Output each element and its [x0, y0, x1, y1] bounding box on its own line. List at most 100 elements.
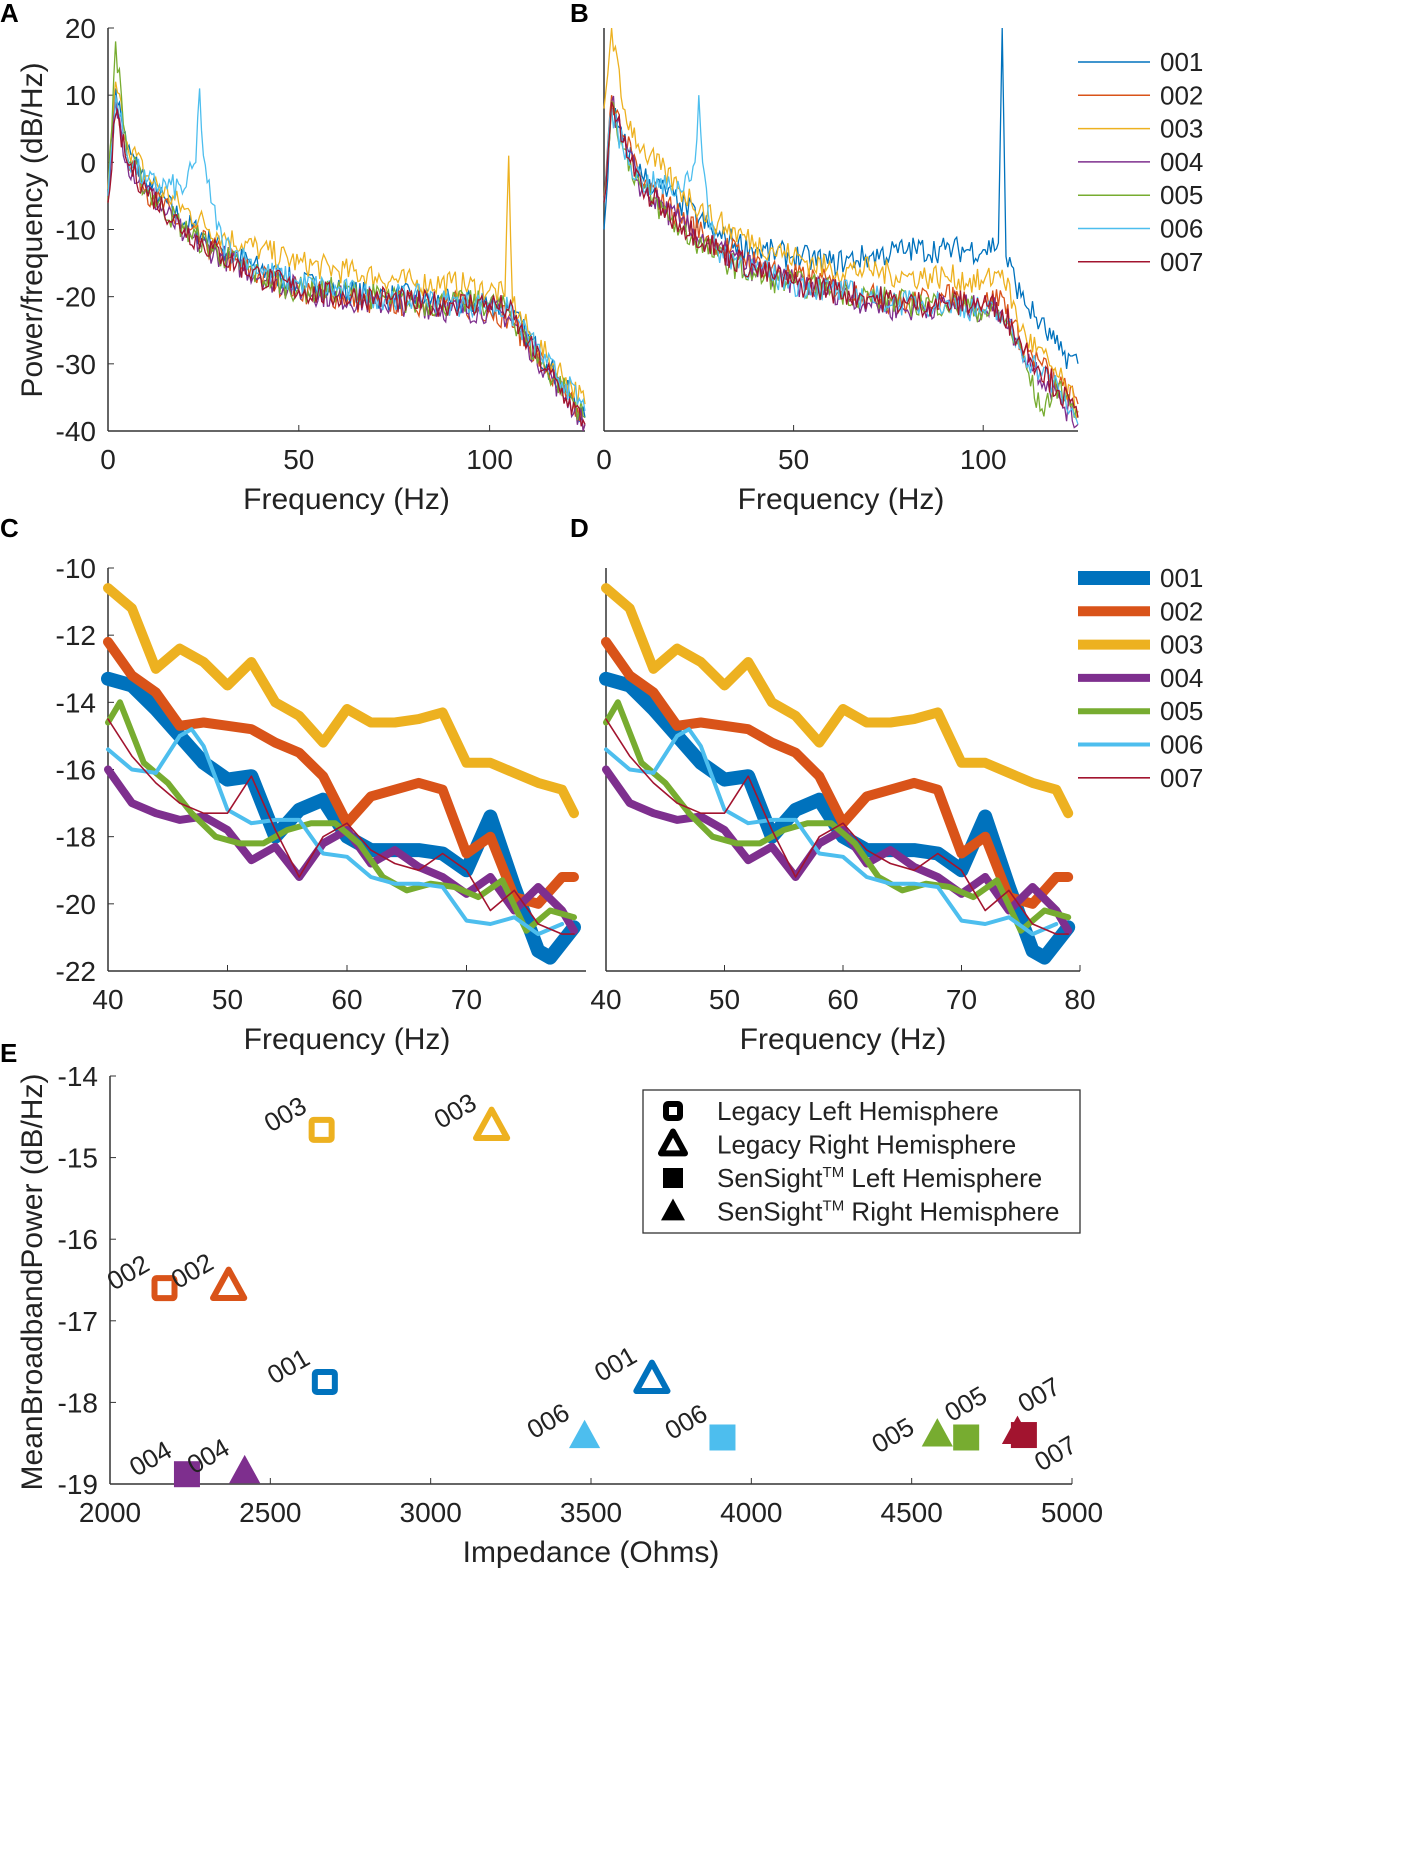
legend-label-001: 001: [1160, 47, 1203, 77]
series-line-005: [107, 41, 586, 421]
legend-marker-open-square: [663, 1101, 683, 1121]
legend-label-003: 003: [1160, 630, 1203, 660]
point-label-007: 007: [1013, 1371, 1066, 1419]
y-tick-label: -30: [56, 349, 96, 380]
y-tick-label: -18: [56, 822, 96, 853]
x-tick-label: 2000: [79, 1497, 141, 1528]
point-label-005: 005: [939, 1380, 992, 1428]
y-tick-label: -14: [58, 1061, 98, 1092]
series-line-003: [107, 81, 586, 407]
x-tick-label: 0: [100, 444, 116, 475]
x-tick-label: 80: [1064, 984, 1095, 1015]
series-line-001: [603, 27, 1079, 369]
series-line-007: [605, 718, 1069, 935]
x-tick-label: 3500: [560, 1497, 622, 1528]
legend-marker-open-triangle: [658, 1128, 688, 1157]
marker-filled-triangle-006: [568, 1419, 601, 1449]
legend-label-005: 005: [1160, 696, 1203, 726]
marker-filled-square-007: [1010, 1422, 1037, 1449]
point-label-004: 004: [124, 1435, 177, 1483]
x-axis-label: Frequency (Hz): [738, 483, 945, 516]
y-tick-label: -10: [56, 553, 96, 584]
series-line-005: [105, 699, 577, 934]
series-line-006: [604, 727, 1059, 937]
legend-box: [642, 1089, 1081, 1234]
y-tick-label: 20: [65, 13, 96, 44]
legend-label-001: 001: [1160, 563, 1203, 593]
series-line-007: [107, 107, 586, 427]
marker-filled-square-005: [953, 1424, 980, 1451]
point-label-001: 001: [589, 1340, 642, 1388]
series-line-003: [601, 583, 1074, 819]
legend-label-007: 007: [1160, 247, 1203, 277]
x-tick-label: 4000: [720, 1497, 782, 1528]
legend-label-002: 002: [1160, 596, 1203, 626]
marker-open-square-001: [311, 1369, 338, 1395]
point-label-005: 005: [867, 1411, 920, 1459]
y-tick-label: 10: [65, 80, 96, 111]
series-line-001: [107, 88, 586, 423]
panel-label-E: E: [0, 1038, 17, 1068]
panel-label-D: D: [570, 513, 589, 543]
series-line-005: [603, 699, 1072, 934]
series-line-007: [107, 718, 575, 935]
y-axis-label: MeanBroadbandPower (dB/Hz): [16, 1074, 49, 1491]
x-tick-label: 40: [590, 984, 621, 1015]
y-tick-label: -40: [56, 416, 96, 447]
legend-label-003: 003: [1160, 114, 1203, 144]
x-tick-label: 40: [92, 984, 123, 1015]
x-tick-label: 50: [283, 444, 314, 475]
y-tick-label: -15: [58, 1143, 98, 1174]
series-line-006: [106, 727, 565, 937]
marker-open-triangle-003: [472, 1106, 511, 1142]
y-tick-label: -20: [56, 282, 96, 313]
point-label-006: 006: [522, 1397, 575, 1445]
x-axis-label: Impedance (Ohms): [463, 1536, 720, 1569]
panel-label-B: B: [570, 0, 589, 28]
marker-filled-triangle-004: [229, 1454, 261, 1484]
y-tick-label: -16: [58, 1224, 98, 1255]
legend-label-006: 006: [1160, 730, 1203, 760]
point-label-003: 003: [259, 1090, 312, 1138]
x-tick-label: 4500: [881, 1497, 943, 1528]
y-tick-label: -22: [56, 956, 96, 987]
point-label-006: 006: [660, 1398, 713, 1446]
legend-marker-filled-triangle: [661, 1198, 685, 1221]
series-line-004: [107, 101, 586, 432]
marker-open-square-003: [308, 1116, 335, 1143]
x-tick-label: 50: [778, 444, 809, 475]
x-tick-label: 70: [946, 984, 977, 1015]
x-axis-label: Frequency (Hz): [243, 483, 450, 516]
series-line-007: [603, 101, 1079, 418]
x-axis-label: Frequency (Hz): [244, 1023, 451, 1056]
series-line-006: [603, 95, 1079, 425]
y-tick-label: -20: [56, 889, 96, 920]
panel-label-A: A: [0, 0, 19, 28]
x-tick-label: 50: [212, 984, 243, 1015]
x-tick-label: 3000: [400, 1497, 462, 1528]
point-label-007: 007: [1029, 1429, 1082, 1477]
x-tick-label: 0: [596, 444, 612, 475]
marker-open-triangle-001: [633, 1359, 671, 1395]
y-tick-label: -18: [58, 1387, 98, 1418]
y-tick-label: -10: [56, 215, 96, 246]
legend-label: Legacy Left Hemisphere: [717, 1096, 999, 1126]
marker-open-triangle-002: [210, 1266, 248, 1301]
y-tick-label: 0: [80, 147, 96, 178]
series-line-003: [103, 583, 579, 819]
marker-filled-square-006: [709, 1424, 736, 1451]
legend-label-004: 004: [1160, 147, 1203, 177]
x-tick-label: 60: [827, 984, 858, 1015]
legend-marker-filled-square: [663, 1168, 683, 1188]
y-tick-label: -17: [58, 1306, 98, 1337]
x-tick-label: 5000: [1041, 1497, 1103, 1528]
point-label-003: 003: [429, 1087, 482, 1135]
marker-open-square-002: [151, 1275, 178, 1302]
series-line-006: [107, 88, 586, 412]
y-tick-label: -12: [56, 620, 96, 651]
y-tick-label: -16: [56, 755, 96, 786]
marker-filled-square-004: [173, 1461, 200, 1488]
legend-label: SenSightTM Right Hemisphere: [717, 1197, 1060, 1227]
legend-label-006: 006: [1160, 214, 1203, 244]
